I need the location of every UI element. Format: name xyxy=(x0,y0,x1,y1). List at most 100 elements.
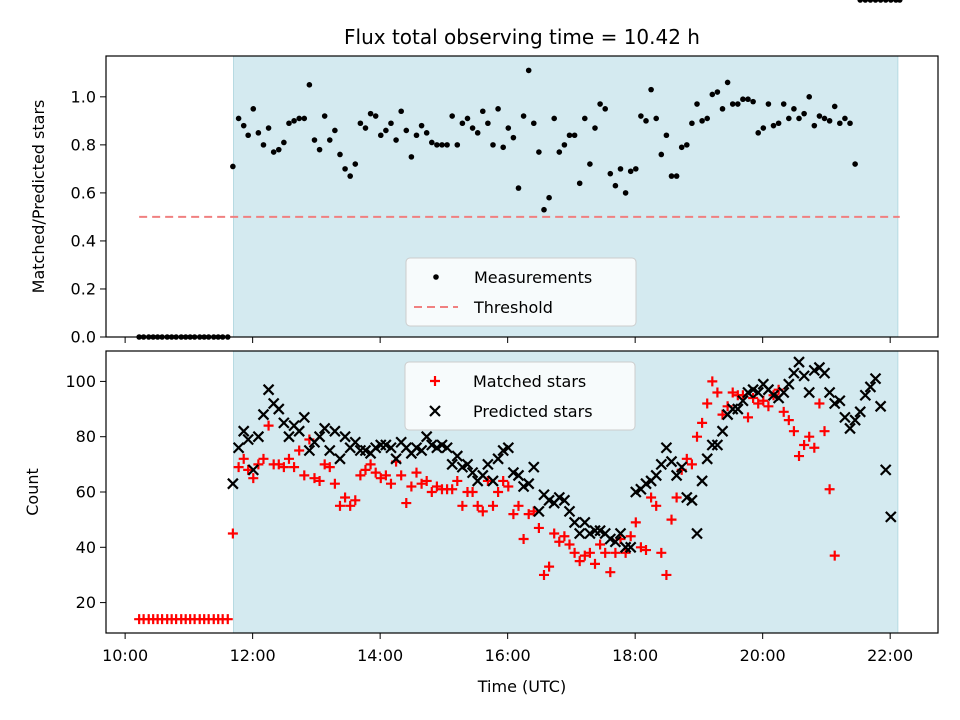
measurement-point xyxy=(857,0,864,3)
matched-stars-point xyxy=(299,470,310,481)
predicted-stars-point xyxy=(879,464,892,476)
count-panel: 20 40 60 80 100 10:00 12:00 14:00 16:00 18:00 20:0… xyxy=(23,351,939,665)
measurement-point xyxy=(668,173,675,179)
chart-title: Flux total observing time = 10.42 h xyxy=(344,25,700,49)
measurement-point xyxy=(388,120,394,127)
matched-stars-point xyxy=(426,487,437,497)
predicted-stars-point xyxy=(589,524,601,537)
measurement-point xyxy=(719,106,726,112)
measurement-point xyxy=(561,142,568,148)
measurement-point xyxy=(571,132,578,139)
matched-stars-point xyxy=(707,376,718,387)
predicted-stars-point xyxy=(318,422,331,435)
measurement-point xyxy=(755,130,762,136)
measurement-point xyxy=(490,142,496,148)
measurement-point xyxy=(816,113,823,119)
measurement-point xyxy=(786,115,792,122)
measurement-point xyxy=(296,115,302,122)
predicted-stars-point xyxy=(461,458,474,471)
predicted-stars-point xyxy=(803,386,815,399)
matched-stars-point xyxy=(345,500,356,511)
predicted-stars-point xyxy=(354,444,367,457)
matched-stars-point xyxy=(595,539,606,550)
y-tick-label: 100 xyxy=(65,372,96,391)
measurement-point xyxy=(750,98,756,105)
measurement-point xyxy=(862,0,869,3)
predicted-stars-point xyxy=(349,436,362,449)
measurement-point xyxy=(479,108,486,115)
measurement-point xyxy=(316,146,323,153)
ratio-panel: 0.0 0.2 0.4 0.6 0.8 1.0 Matched/Predicted star… xyxy=(29,0,939,347)
predicted-stars-point xyxy=(783,378,795,390)
matched-stars-point xyxy=(365,459,376,470)
legend-marker-x xyxy=(429,405,441,417)
matched-stars-point xyxy=(329,478,340,489)
matched-stars-point xyxy=(727,387,738,398)
measurement-point xyxy=(291,118,297,124)
measurement-point xyxy=(301,115,308,122)
matched-stars-point xyxy=(702,398,713,409)
measurement-point xyxy=(393,137,399,143)
measurement-point xyxy=(852,161,858,167)
legend-label: Threshold xyxy=(473,298,553,317)
matched-stars-point xyxy=(686,459,697,470)
predicted-stars-point xyxy=(609,535,622,548)
measurement-point xyxy=(347,173,353,179)
measurement-point xyxy=(403,127,410,134)
x-tick-label: 12:00 xyxy=(230,646,276,665)
measurement-point xyxy=(760,125,767,131)
predicted-stars-point xyxy=(278,417,290,429)
matched-stars-point xyxy=(748,393,759,403)
measurement-point xyxy=(678,144,685,151)
series-predicted-stars xyxy=(227,357,897,554)
measurement-point xyxy=(684,142,690,148)
measurement-point xyxy=(352,161,359,167)
predicted-stars-point xyxy=(477,469,489,482)
matched-stars-point xyxy=(651,500,662,511)
measurement-point xyxy=(714,89,721,95)
measurement-point xyxy=(250,106,257,112)
predicted-stars-point xyxy=(232,441,245,454)
measurement-point xyxy=(286,120,292,127)
measurement-point xyxy=(740,96,746,103)
matched-stars-point xyxy=(579,550,590,561)
predicted-stars-point xyxy=(272,403,285,415)
matched-stars-point xyxy=(401,498,412,509)
matched-stars-point xyxy=(549,528,560,539)
predicted-stars-point xyxy=(834,394,846,407)
predicted-stars-point xyxy=(252,430,265,443)
measurement-point xyxy=(525,67,532,74)
measurement-point xyxy=(418,122,425,129)
matched-stars-point xyxy=(385,478,396,489)
matched-stars-point xyxy=(538,569,549,580)
matched-stars-point xyxy=(778,406,789,417)
matched-stars-point xyxy=(574,556,585,567)
x-tick-label: 16:00 xyxy=(485,646,531,665)
predicted-stars-point xyxy=(298,411,311,424)
matched-stars-point xyxy=(294,445,305,456)
predicted-stars-point xyxy=(227,477,239,490)
matched-stars-point xyxy=(646,492,657,503)
measurement-point xyxy=(413,132,420,139)
matched-stars-point xyxy=(493,487,504,497)
matched-stars-point xyxy=(513,500,524,511)
matched-stars-point xyxy=(411,467,422,478)
measurement-point xyxy=(321,113,328,119)
matched-stars-point xyxy=(289,462,300,473)
matched-stars-point xyxy=(487,500,498,511)
predicted-stars-point xyxy=(573,527,586,540)
matched-stars-point xyxy=(625,531,636,542)
measurement-point xyxy=(633,166,639,172)
matched-stars-point xyxy=(380,470,391,481)
matched-stars-point xyxy=(273,459,284,470)
predicted-stars-point xyxy=(691,527,703,540)
predicted-stars-point xyxy=(686,494,698,507)
measurement-point xyxy=(735,101,741,107)
predicted-stars-point xyxy=(839,411,851,424)
measurement-point xyxy=(745,96,751,103)
matched-stars-point xyxy=(498,475,509,486)
y-tick-label: 20 xyxy=(76,593,96,612)
matched-stars-point xyxy=(564,539,575,550)
predicted-stars-point xyxy=(415,444,428,457)
measurement-point xyxy=(464,115,471,122)
